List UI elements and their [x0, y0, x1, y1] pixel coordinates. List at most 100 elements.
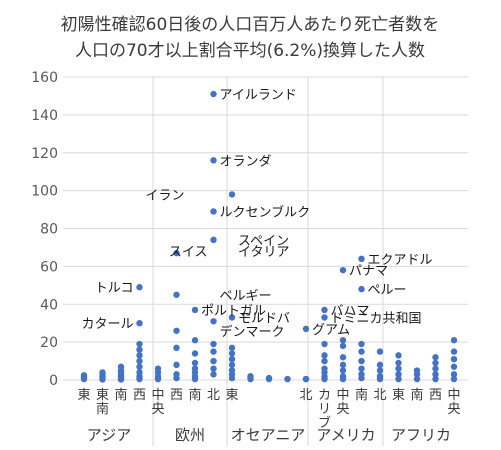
data-point	[339, 342, 347, 350]
data-point	[136, 340, 143, 348]
data-point	[228, 191, 236, 198]
data-point	[395, 359, 402, 367]
data-point	[173, 327, 180, 334]
data-point	[376, 373, 384, 380]
data-point	[395, 365, 402, 372]
data-point	[358, 340, 365, 348]
data-point	[210, 236, 217, 244]
data-point	[265, 374, 273, 382]
group-label: 欧州	[175, 426, 205, 444]
x-category-label: 東	[96, 387, 109, 403]
data-point	[321, 314, 328, 321]
data-point	[228, 355, 236, 363]
x-category-label: 南	[96, 401, 109, 417]
x-category-label: 南	[410, 387, 423, 403]
data-point	[450, 375, 458, 383]
data-point	[432, 365, 439, 372]
data-label: ペルー	[368, 283, 407, 298]
data-label: オランダ	[220, 154, 272, 169]
data-point	[154, 365, 162, 372]
data-point	[228, 361, 236, 369]
data-point	[210, 371, 217, 378]
y-tick-label: 80	[40, 222, 58, 238]
data-point	[191, 359, 199, 367]
data-point	[376, 361, 384, 369]
data-point	[136, 346, 143, 353]
y-tick-label: 160	[31, 70, 58, 86]
y-tick-label: 120	[31, 146, 58, 162]
data-point	[450, 371, 458, 378]
data-point	[339, 361, 347, 369]
data-label: モルドバ	[238, 312, 290, 327]
y-tick-label: 100	[31, 184, 58, 200]
data-point	[173, 361, 180, 369]
x-category-label: 西	[170, 388, 183, 403]
data-label: ルクセンブルク	[220, 204, 311, 220]
data-point	[450, 348, 458, 355]
data-point	[228, 344, 236, 352]
data-point	[191, 306, 199, 314]
chart-title-line: 初陽性確認60日後の人口百万人あたり死亡者数を	[61, 15, 440, 35]
x-category-label: 中	[151, 388, 164, 403]
data-point	[395, 375, 402, 383]
data-point	[191, 365, 199, 372]
x-category-label: 南	[188, 387, 201, 403]
data-point	[173, 371, 180, 378]
data-point	[450, 337, 458, 344]
data-label: ドミニカ共和国	[331, 312, 422, 327]
data-label: ポルトガル	[201, 304, 266, 319]
data-point	[321, 306, 328, 314]
data-point	[432, 354, 439, 361]
y-tick-label: 60	[40, 259, 58, 275]
data-point	[302, 375, 310, 383]
data-label: スイス	[169, 245, 208, 260]
data-point	[210, 90, 217, 98]
data-label: イラン	[146, 188, 185, 203]
data-label: カタール	[81, 317, 133, 332]
x-category-label: 東	[225, 387, 238, 403]
data-point	[136, 319, 143, 327]
x-category-label: 東	[392, 387, 405, 403]
data-point	[191, 337, 199, 344]
data-point	[117, 363, 125, 370]
data-point	[321, 365, 328, 372]
data-point	[136, 357, 143, 365]
data-point	[321, 340, 328, 348]
x-category-label: 中	[447, 388, 460, 403]
x-category-label: 北	[373, 388, 386, 403]
data-label: デンマーク	[220, 324, 285, 340]
data-label: ベルギー	[220, 289, 272, 304]
data-point	[173, 344, 180, 352]
group-label: アジア	[87, 426, 131, 444]
data-label: グアム	[312, 323, 350, 338]
data-point	[80, 372, 88, 379]
data-label: エクアドル	[368, 253, 433, 268]
data-point	[413, 367, 421, 374]
data-label: バハマ	[331, 304, 370, 319]
data-point	[247, 373, 254, 380]
data-point	[395, 371, 402, 378]
data-label: パナマ	[349, 264, 388, 279]
x-category-label: カ	[318, 388, 331, 403]
y-tick-label: 140	[31, 108, 58, 124]
x-category-label: 央	[151, 402, 164, 417]
data-point	[136, 369, 143, 376]
y-tick-label: 20	[40, 335, 58, 351]
data-point	[210, 157, 217, 164]
data-point	[210, 365, 217, 372]
data-point	[450, 355, 458, 363]
data-point	[358, 365, 365, 372]
data-point	[136, 363, 143, 370]
data-point	[136, 284, 143, 291]
x-category-label: 北	[207, 388, 220, 403]
y-tick-label: 40	[40, 297, 58, 313]
y-tick-label: 0	[49, 373, 58, 389]
data-label: トルコ	[95, 281, 134, 296]
data-point	[376, 348, 384, 355]
x-category-label: 西	[429, 388, 442, 403]
data-point	[413, 375, 421, 383]
x-category-label: リ	[318, 402, 331, 417]
data-point	[210, 208, 217, 215]
